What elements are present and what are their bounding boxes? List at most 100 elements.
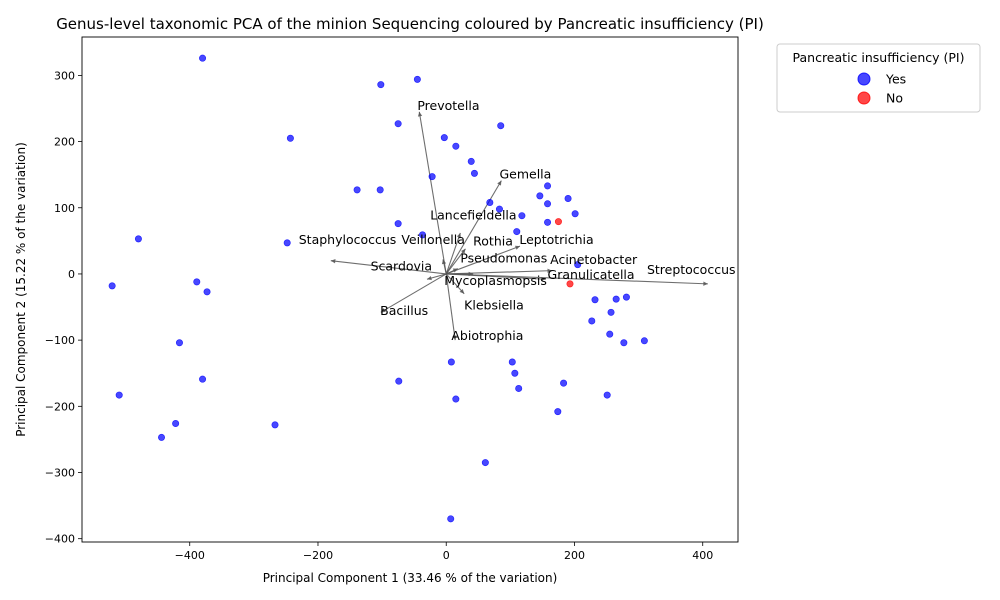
loading-arrowhead <box>452 268 458 273</box>
x-axis-label: Principal Component 1 (33.46 % of the va… <box>263 571 558 585</box>
loading-label: Granulicatella <box>548 267 635 282</box>
loading-label: Scardovia <box>371 259 433 274</box>
loading-label: Lancefieldella <box>430 208 516 223</box>
loading-arrowhead <box>380 308 386 313</box>
data-point-yes <box>536 192 544 200</box>
data-point-yes <box>511 369 519 377</box>
data-point-yes <box>606 330 614 338</box>
loading-arrow <box>446 270 553 275</box>
data-point-yes <box>515 384 523 392</box>
legend-entry-label: No <box>886 91 903 106</box>
data-point-yes <box>612 295 620 303</box>
x-tick-label: −200 <box>303 549 333 562</box>
data-point-yes <box>452 395 460 403</box>
data-point-yes <box>419 231 427 239</box>
data-point-yes <box>394 120 402 128</box>
data-point-yes <box>447 515 455 523</box>
data-point-yes <box>603 391 611 399</box>
y-axis-label: Principal Component 2 (15.22 % of the va… <box>14 142 28 437</box>
data-point-yes <box>607 308 615 316</box>
data-point-yes <box>495 205 503 213</box>
loading-arrowhead <box>459 289 465 294</box>
y-tick-label: −100 <box>45 334 75 347</box>
data-point-yes <box>199 375 207 383</box>
y-tick-label: 100 <box>54 202 75 215</box>
y-tick-label: −400 <box>45 533 75 546</box>
data-point-yes <box>286 134 294 142</box>
data-point-yes <box>271 421 279 429</box>
loading-arrow <box>446 273 708 285</box>
loading-arrow <box>446 245 521 275</box>
loading-arrow <box>330 260 447 275</box>
loading-arrowhead <box>426 275 432 281</box>
data-point-yes <box>622 293 630 301</box>
loading-label: Mycoplasmopsis <box>444 273 547 288</box>
y-tick-label: −200 <box>45 400 75 413</box>
data-point-no <box>566 280 574 288</box>
data-point-yes <box>203 288 211 296</box>
loading-arrowhead <box>417 111 423 117</box>
data-point-yes <box>571 210 579 218</box>
loading-arrow <box>445 180 502 275</box>
chart-title: Genus-level taxonomic PCA of the minion … <box>56 15 764 33</box>
data-point-yes <box>175 339 183 347</box>
data-point-yes <box>172 420 180 428</box>
loading-arrowhead <box>461 248 466 254</box>
data-point-yes <box>447 358 455 366</box>
axes-frame <box>81 36 739 543</box>
loading-arrowhead <box>514 245 520 250</box>
loading-label: Leptotrichia <box>519 232 593 247</box>
data-point-yes <box>452 142 460 150</box>
loading-arrowhead <box>703 281 708 286</box>
data-point-yes <box>481 459 489 467</box>
x-tick-label: 400 <box>692 549 713 562</box>
data-point-yes <box>158 433 166 441</box>
y-tick-label: 0 <box>68 268 75 281</box>
loading-arrowhead <box>497 180 502 186</box>
data-point-yes <box>283 239 291 247</box>
data-point-yes <box>513 228 521 236</box>
data-point-yes <box>395 377 403 385</box>
data-point-yes <box>640 337 648 345</box>
loading-label: Bacillus <box>380 303 428 318</box>
loading-arrowhead <box>456 232 461 238</box>
data-point-yes <box>564 194 572 202</box>
data-point-yes <box>376 186 384 194</box>
loading-label: Pseudomonas <box>460 251 547 266</box>
y-tick-label: 200 <box>54 136 75 149</box>
data-point-yes <box>353 186 361 194</box>
loading-label: Veillonella <box>401 232 465 247</box>
data-point-yes <box>413 75 421 83</box>
loading-arrow <box>380 273 447 313</box>
loading-arrow <box>445 273 456 341</box>
loading-label: Abiotrophia <box>451 328 523 343</box>
data-point-yes <box>108 282 116 290</box>
y-tick-label: 300 <box>54 69 75 82</box>
loading-arrowhead <box>330 259 336 264</box>
y-tick-label: −300 <box>45 467 75 480</box>
data-point-yes <box>440 134 448 142</box>
data-point-yes <box>508 358 516 366</box>
data-point-yes <box>497 122 505 130</box>
loading-label: Prevotella <box>417 98 479 113</box>
data-point-yes <box>394 220 402 228</box>
data-point-yes <box>620 339 628 347</box>
loading-arrowhead <box>452 335 457 341</box>
loading-label: Streptococcus <box>647 262 736 277</box>
data-point-yes <box>588 317 596 325</box>
x-tick-label: 200 <box>564 549 585 562</box>
plot-area: −400 −200 0 200 400 −400 −300 −200 −100 0 100 200 30… <box>45 36 739 562</box>
legend-box <box>776 43 981 113</box>
loading-label: Gemella <box>499 167 551 182</box>
legend-title: Pancreatic insufficiency (PI) <box>793 50 965 65</box>
data-point-yes <box>544 218 552 226</box>
data-point-yes <box>134 235 142 243</box>
data-point-yes <box>486 198 494 206</box>
data-point-yes <box>574 261 582 269</box>
loading-label: Rothia <box>473 233 513 248</box>
loading-label: Staphylococcus <box>299 232 397 247</box>
legend: Pancreatic insufficiency (PI) Yes No <box>776 43 981 113</box>
loading-arrow <box>446 273 546 280</box>
loading-arrow <box>445 232 461 275</box>
